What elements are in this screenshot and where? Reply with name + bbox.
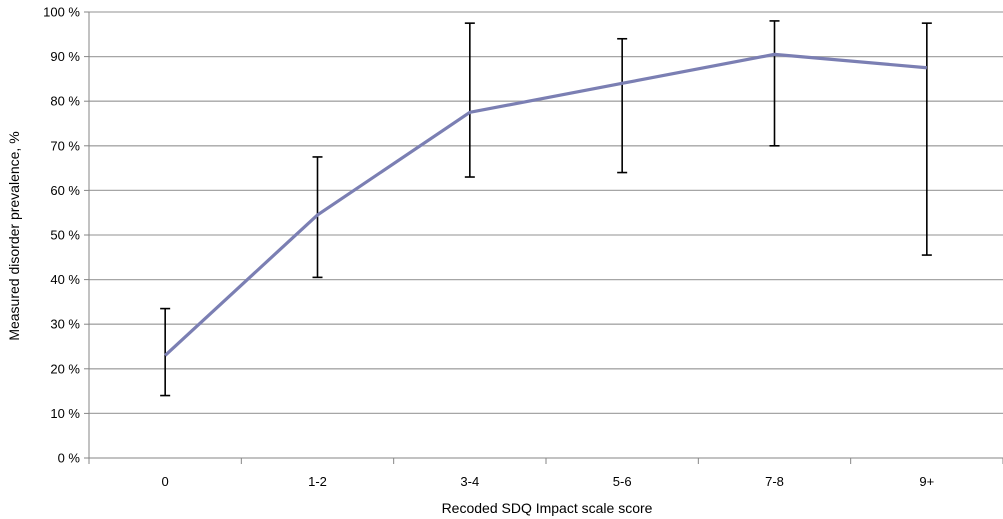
y-tick-label: 40 % [50, 272, 80, 287]
x-tick-label: 0 [162, 474, 169, 489]
y-tick-label: 50 % [50, 228, 80, 243]
x-tick-label: 9+ [919, 474, 934, 489]
y-tick-label: 30 % [50, 317, 80, 332]
y-tick-label: 100 % [43, 5, 80, 20]
series-line [164, 52, 927, 357]
series-layer [164, 52, 927, 357]
x-tick-label: 3-4 [460, 474, 479, 489]
x-tick-label: 5-6 [613, 474, 632, 489]
x-tick-label: 7-8 [765, 474, 784, 489]
y-tick-label: 0 % [58, 451, 81, 466]
gridlines [89, 11, 1003, 415]
y-tick-labels: 0 % 10 % 20 % 30 % 40 % 50 % 60 % 70 % 80 % 90 % 1… [43, 5, 80, 466]
y-axis-title: Measured disorder prevalence, % [6, 131, 22, 340]
error-bar [464, 22, 475, 178]
x-tick-labels: 0 1-2 3-4 5-6 7-8 9+ [162, 474, 935, 489]
error-bar [312, 156, 323, 279]
error-bars [160, 20, 932, 397]
error-bar [617, 37, 628, 174]
x-axis-title: Recoded SDQ Impact scale score [442, 500, 653, 516]
y-tick-label: 20 % [50, 361, 80, 376]
y-tick-label: 10 % [50, 406, 80, 421]
y-tick-label: 60 % [50, 183, 80, 198]
error-bar [921, 22, 932, 256]
y-tick-label: 80 % [50, 94, 80, 109]
y-tick-label: 70 % [50, 138, 80, 153]
error-bar [769, 20, 780, 147]
axes [84, 11, 1003, 464]
error-bar [160, 307, 171, 397]
x-tick-label: 1-2 [308, 474, 327, 489]
y-tick-label: 90 % [50, 49, 80, 64]
